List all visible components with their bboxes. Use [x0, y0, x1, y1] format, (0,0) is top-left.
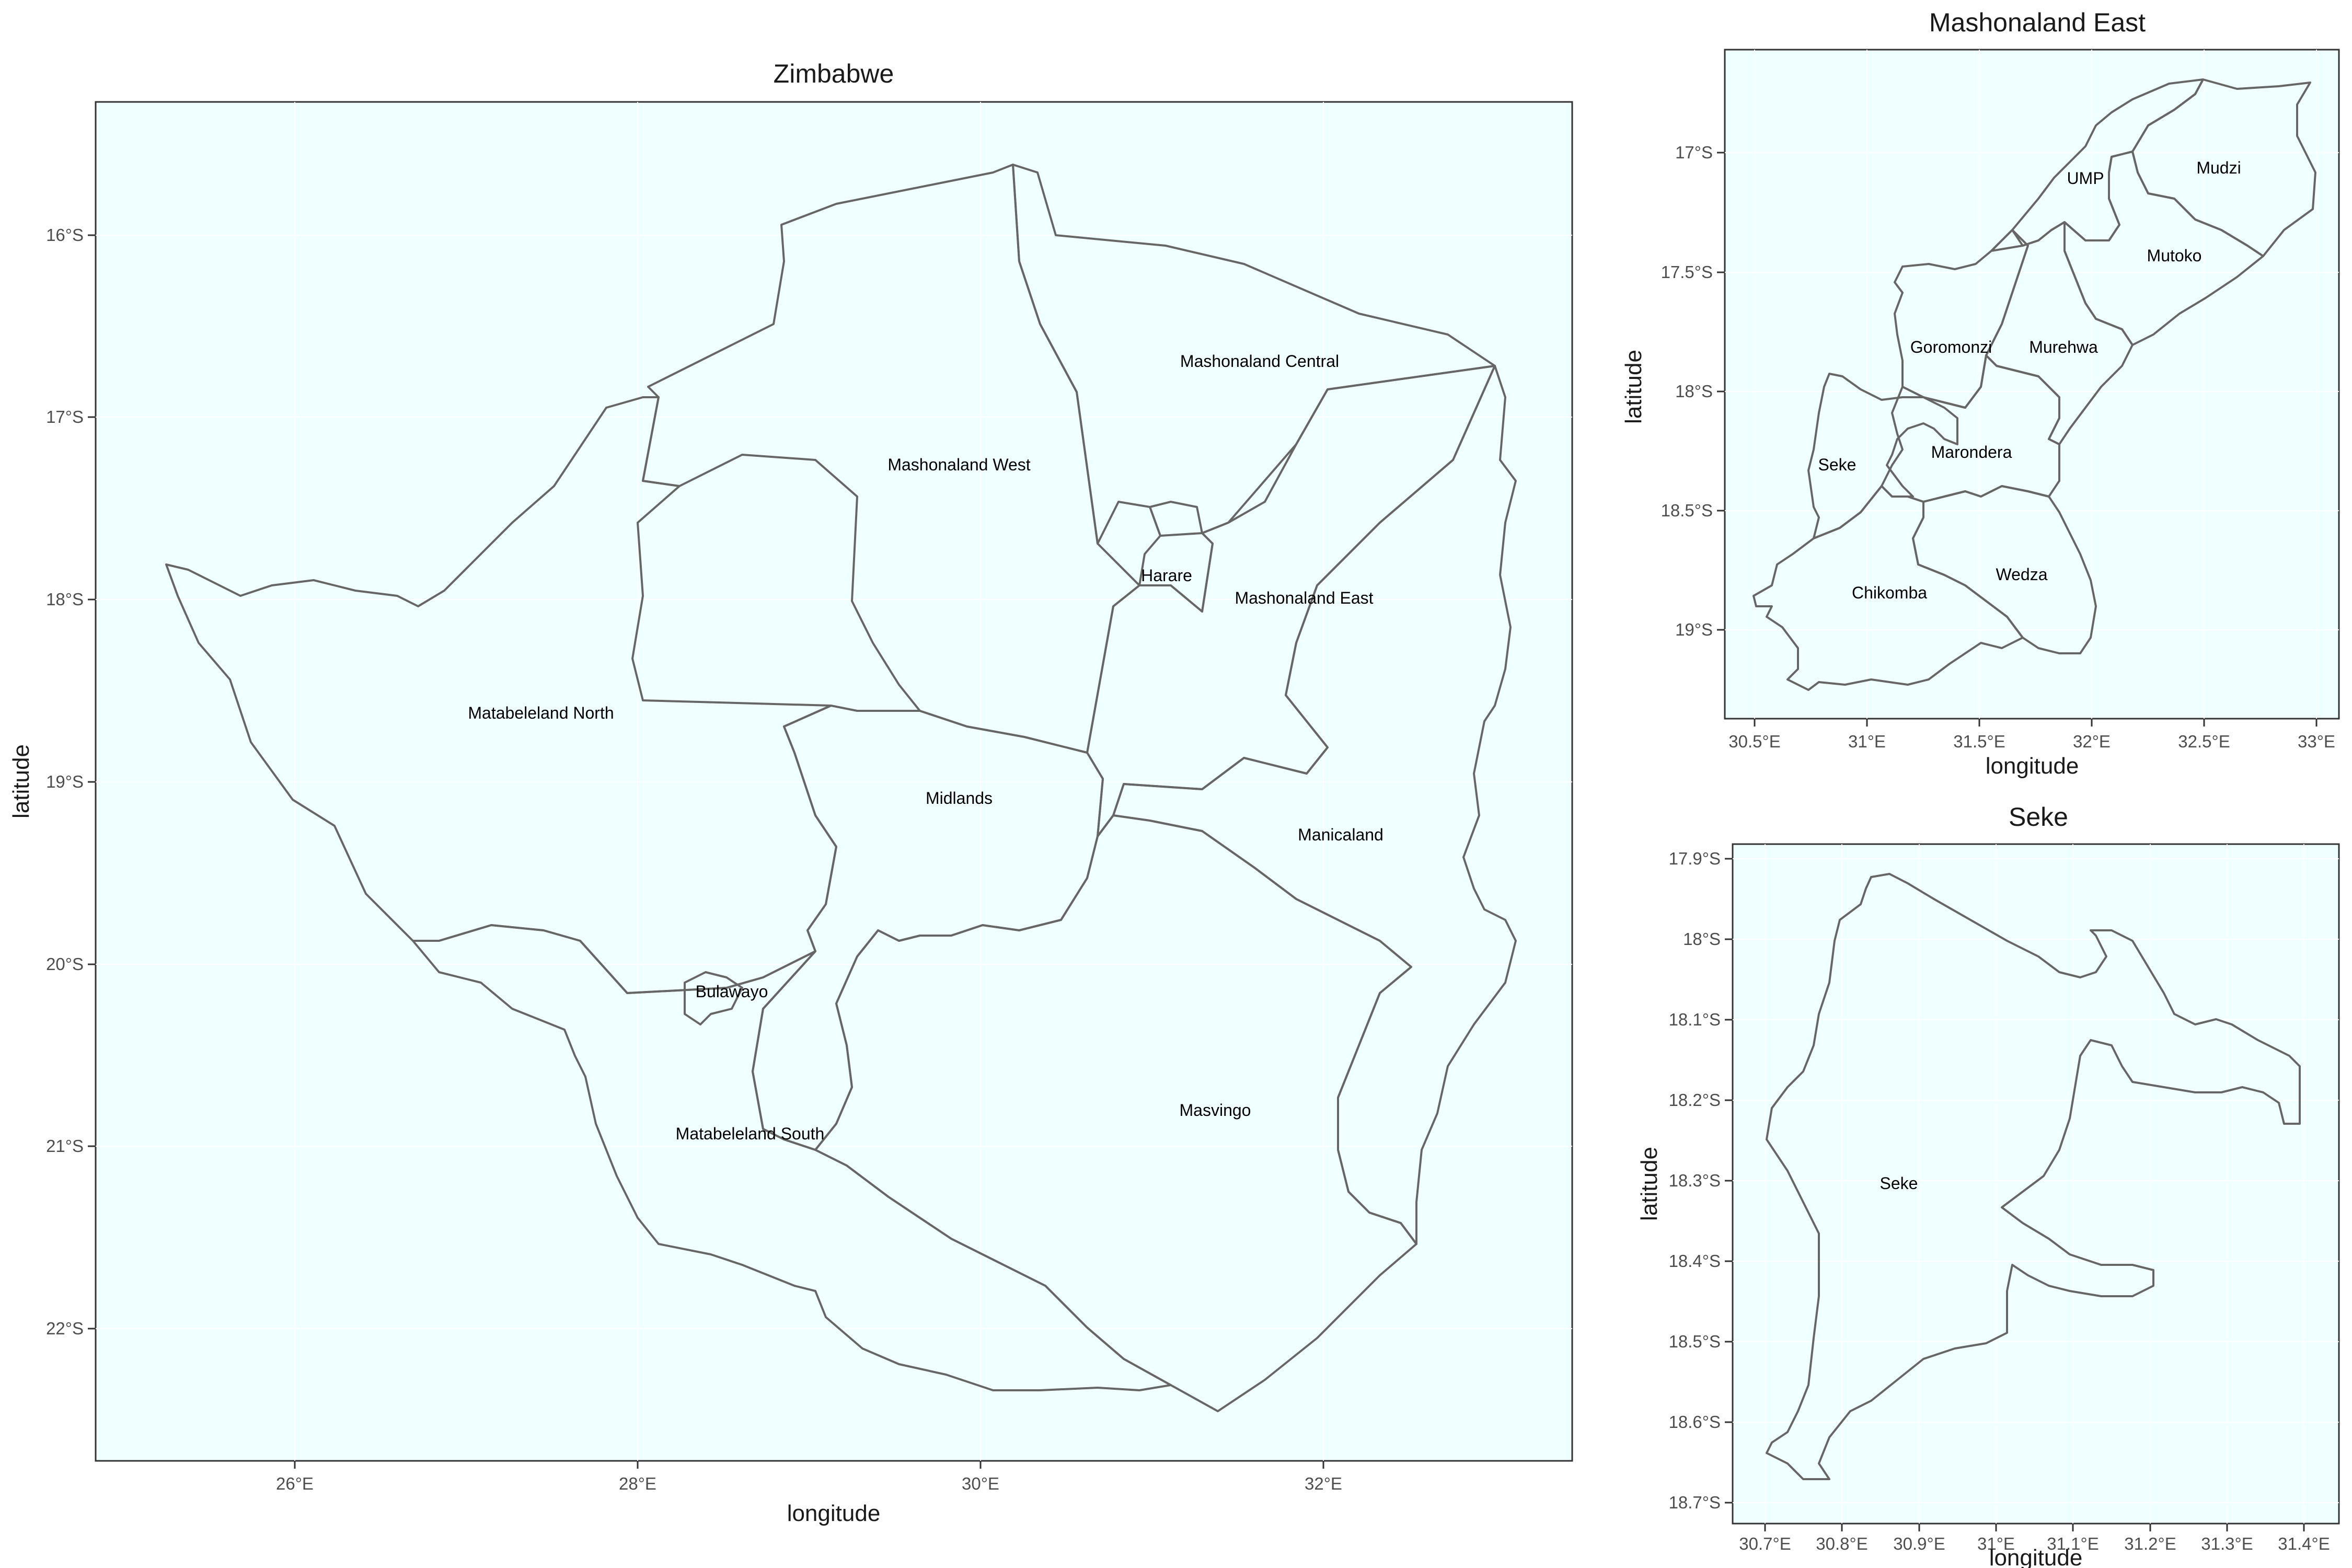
x-axis-title: longitude [787, 1501, 881, 1526]
x-tick-label: 28°E [619, 1474, 656, 1493]
x-tick-label: 31.3°E [2201, 1534, 2253, 1553]
y-tick-label: 18.2°S [1669, 1090, 1721, 1110]
district-shapes [1753, 78, 2316, 691]
region-label: UMP [2067, 169, 2104, 188]
region-label: Mudzi [2196, 158, 2241, 177]
x-tick-label: 26°E [276, 1474, 314, 1493]
region-label: Seke [1818, 455, 1857, 474]
x-tick-label: 31.4°E [2278, 1534, 2330, 1553]
y-tick-label: 21°S [46, 1136, 84, 1156]
x-axis: 26°E 28°E 30°E 32°E longitude [276, 1461, 1342, 1526]
region-label: Matabeleland North [468, 704, 614, 722]
y-tick-label: 17.9°S [1669, 849, 1721, 868]
y-tick-label: 17°S [1675, 143, 1713, 162]
y-tick-label: 18.5°S [1661, 501, 1713, 520]
x-axis: 30.5°E 31°E 31.5°E 32°E 32.5°E 33°E long… [1728, 719, 2335, 779]
x-axis-title: longitude [1989, 1545, 2083, 1568]
x-tick-label: 32.5°E [2178, 732, 2230, 751]
y-tick-label: 18.6°S [1669, 1412, 1721, 1432]
x-tick-label: 31.5°E [1953, 732, 2005, 751]
y-tick-label: 18.3°S [1669, 1171, 1721, 1190]
panel-zimbabwe: Zimbabwe [8, 59, 1573, 1526]
region-label: Manicaland [1298, 825, 1383, 844]
gridlines [96, 102, 1572, 1461]
x-tick-label: 30.8°E [1816, 1534, 1867, 1553]
region-label: Goromonzi [1910, 338, 1992, 356]
y-tick-label: 19°S [46, 772, 84, 791]
x-tick-label: 30.7°E [1739, 1534, 1791, 1553]
y-tick-label: 16°S [46, 225, 84, 245]
province-harare[interactable] [1138, 501, 1214, 613]
region-label: Wedza [1996, 565, 2047, 584]
x-tick-label: 32°E [1305, 1474, 1342, 1493]
province-labels: Mashonaland Central Mashonaland West Har… [468, 352, 1383, 1143]
y-tick-label: 22°S [46, 1319, 84, 1338]
region-label: Midlands [926, 789, 993, 808]
panel-background [1724, 49, 2340, 720]
region-label: Seke [1880, 1174, 1918, 1193]
x-axis-title: longitude [1986, 753, 2079, 779]
x-axis: 30.7°E 30.8°E 30.9°E 31°E 31.1°E 31.2°E … [1739, 1524, 2330, 1568]
region-label: Matabeleland South [676, 1124, 825, 1143]
panel-title: Seke [2009, 802, 2068, 832]
y-tick-label: 17°S [46, 407, 84, 426]
x-tick-label: 31°E [1977, 1534, 2015, 1553]
panel-title: Mashonaland East [1929, 8, 2146, 37]
panel-title: Zimbabwe [774, 59, 894, 88]
province-mashonaland-west[interactable] [642, 164, 1140, 754]
region-label: Masvingo [1180, 1101, 1251, 1120]
y-tick-label: 18.1°S [1669, 1010, 1721, 1029]
y-axis-title: latitude [1621, 350, 1646, 424]
y-axis-title: latitude [1636, 1147, 1662, 1221]
region-label: Bulawayo [696, 982, 768, 1001]
region-label: Chikomba [1852, 583, 1927, 602]
province-matabeleland-south[interactable] [412, 924, 1172, 1391]
x-tick-label: 30.5°E [1728, 732, 1780, 751]
region-label: Harare [1141, 566, 1192, 585]
x-tick-label: 31°E [1848, 732, 1886, 751]
region-label: Mashonaland East [1235, 589, 1373, 607]
y-tick-label: 19°S [1675, 620, 1713, 639]
region-label: Mutoko [2147, 246, 2202, 265]
y-axis: 17.9°S 18°S 18.1°S 18.2°S 18.3°S 18.4°S … [1636, 849, 1733, 1512]
x-tick-label: 30.9°E [1893, 1534, 1945, 1553]
gridlines [1733, 844, 2339, 1524]
panel-background [1732, 843, 2340, 1525]
y-tick-label: 17.5°S [1661, 262, 1713, 282]
y-tick-label: 18°S [1675, 382, 1713, 401]
region-label: Mashonaland Central [1180, 352, 1339, 371]
district-labels: UMP Mudzi Mutoko Goromonzi Murehwa Seke … [1818, 158, 2241, 602]
y-axis-title: latitude [8, 744, 34, 818]
gridlines [1725, 50, 2339, 719]
y-axis: 17°S 17.5°S 18°S 18.5°S 19°S latitude [1621, 143, 1725, 639]
district-seke-detail[interactable] [1766, 873, 2301, 1480]
district-wedza[interactable] [1912, 485, 2097, 654]
region-label: Marondera [1931, 443, 2012, 462]
y-axis: 16°S 17°S 18°S 19°S 20°S 21°S 22°S latit… [8, 225, 96, 1338]
zimbabwe-provinces [165, 164, 1517, 1412]
panel-mashonaland-east: Mashonaland East [1621, 8, 2340, 779]
district-seke[interactable] [1807, 373, 1958, 539]
x-tick-label: 30°E [962, 1474, 999, 1493]
x-tick-label: 31.1°E [2047, 1534, 2099, 1553]
y-tick-label: 20°S [46, 954, 84, 974]
y-tick-label: 18.4°S [1669, 1251, 1721, 1271]
x-tick-label: 31.2°E [2124, 1534, 2176, 1553]
province-mashonaland-east[interactable] [1086, 365, 1496, 837]
region-label: Murehwa [2029, 338, 2098, 356]
region-label: Mashonaland West [887, 455, 1030, 474]
y-tick-label: 18°S [1683, 929, 1721, 949]
y-tick-label: 18.7°S [1669, 1493, 1721, 1512]
x-tick-label: 32°E [2073, 732, 2111, 751]
province-bulawayo[interactable] [684, 971, 743, 1025]
panel-seke: Seke Seke [1636, 802, 2340, 1568]
y-tick-label: 18.5°S [1669, 1332, 1721, 1351]
x-tick-label: 33°E [2298, 732, 2335, 751]
y-tick-label: 18°S [46, 590, 84, 609]
